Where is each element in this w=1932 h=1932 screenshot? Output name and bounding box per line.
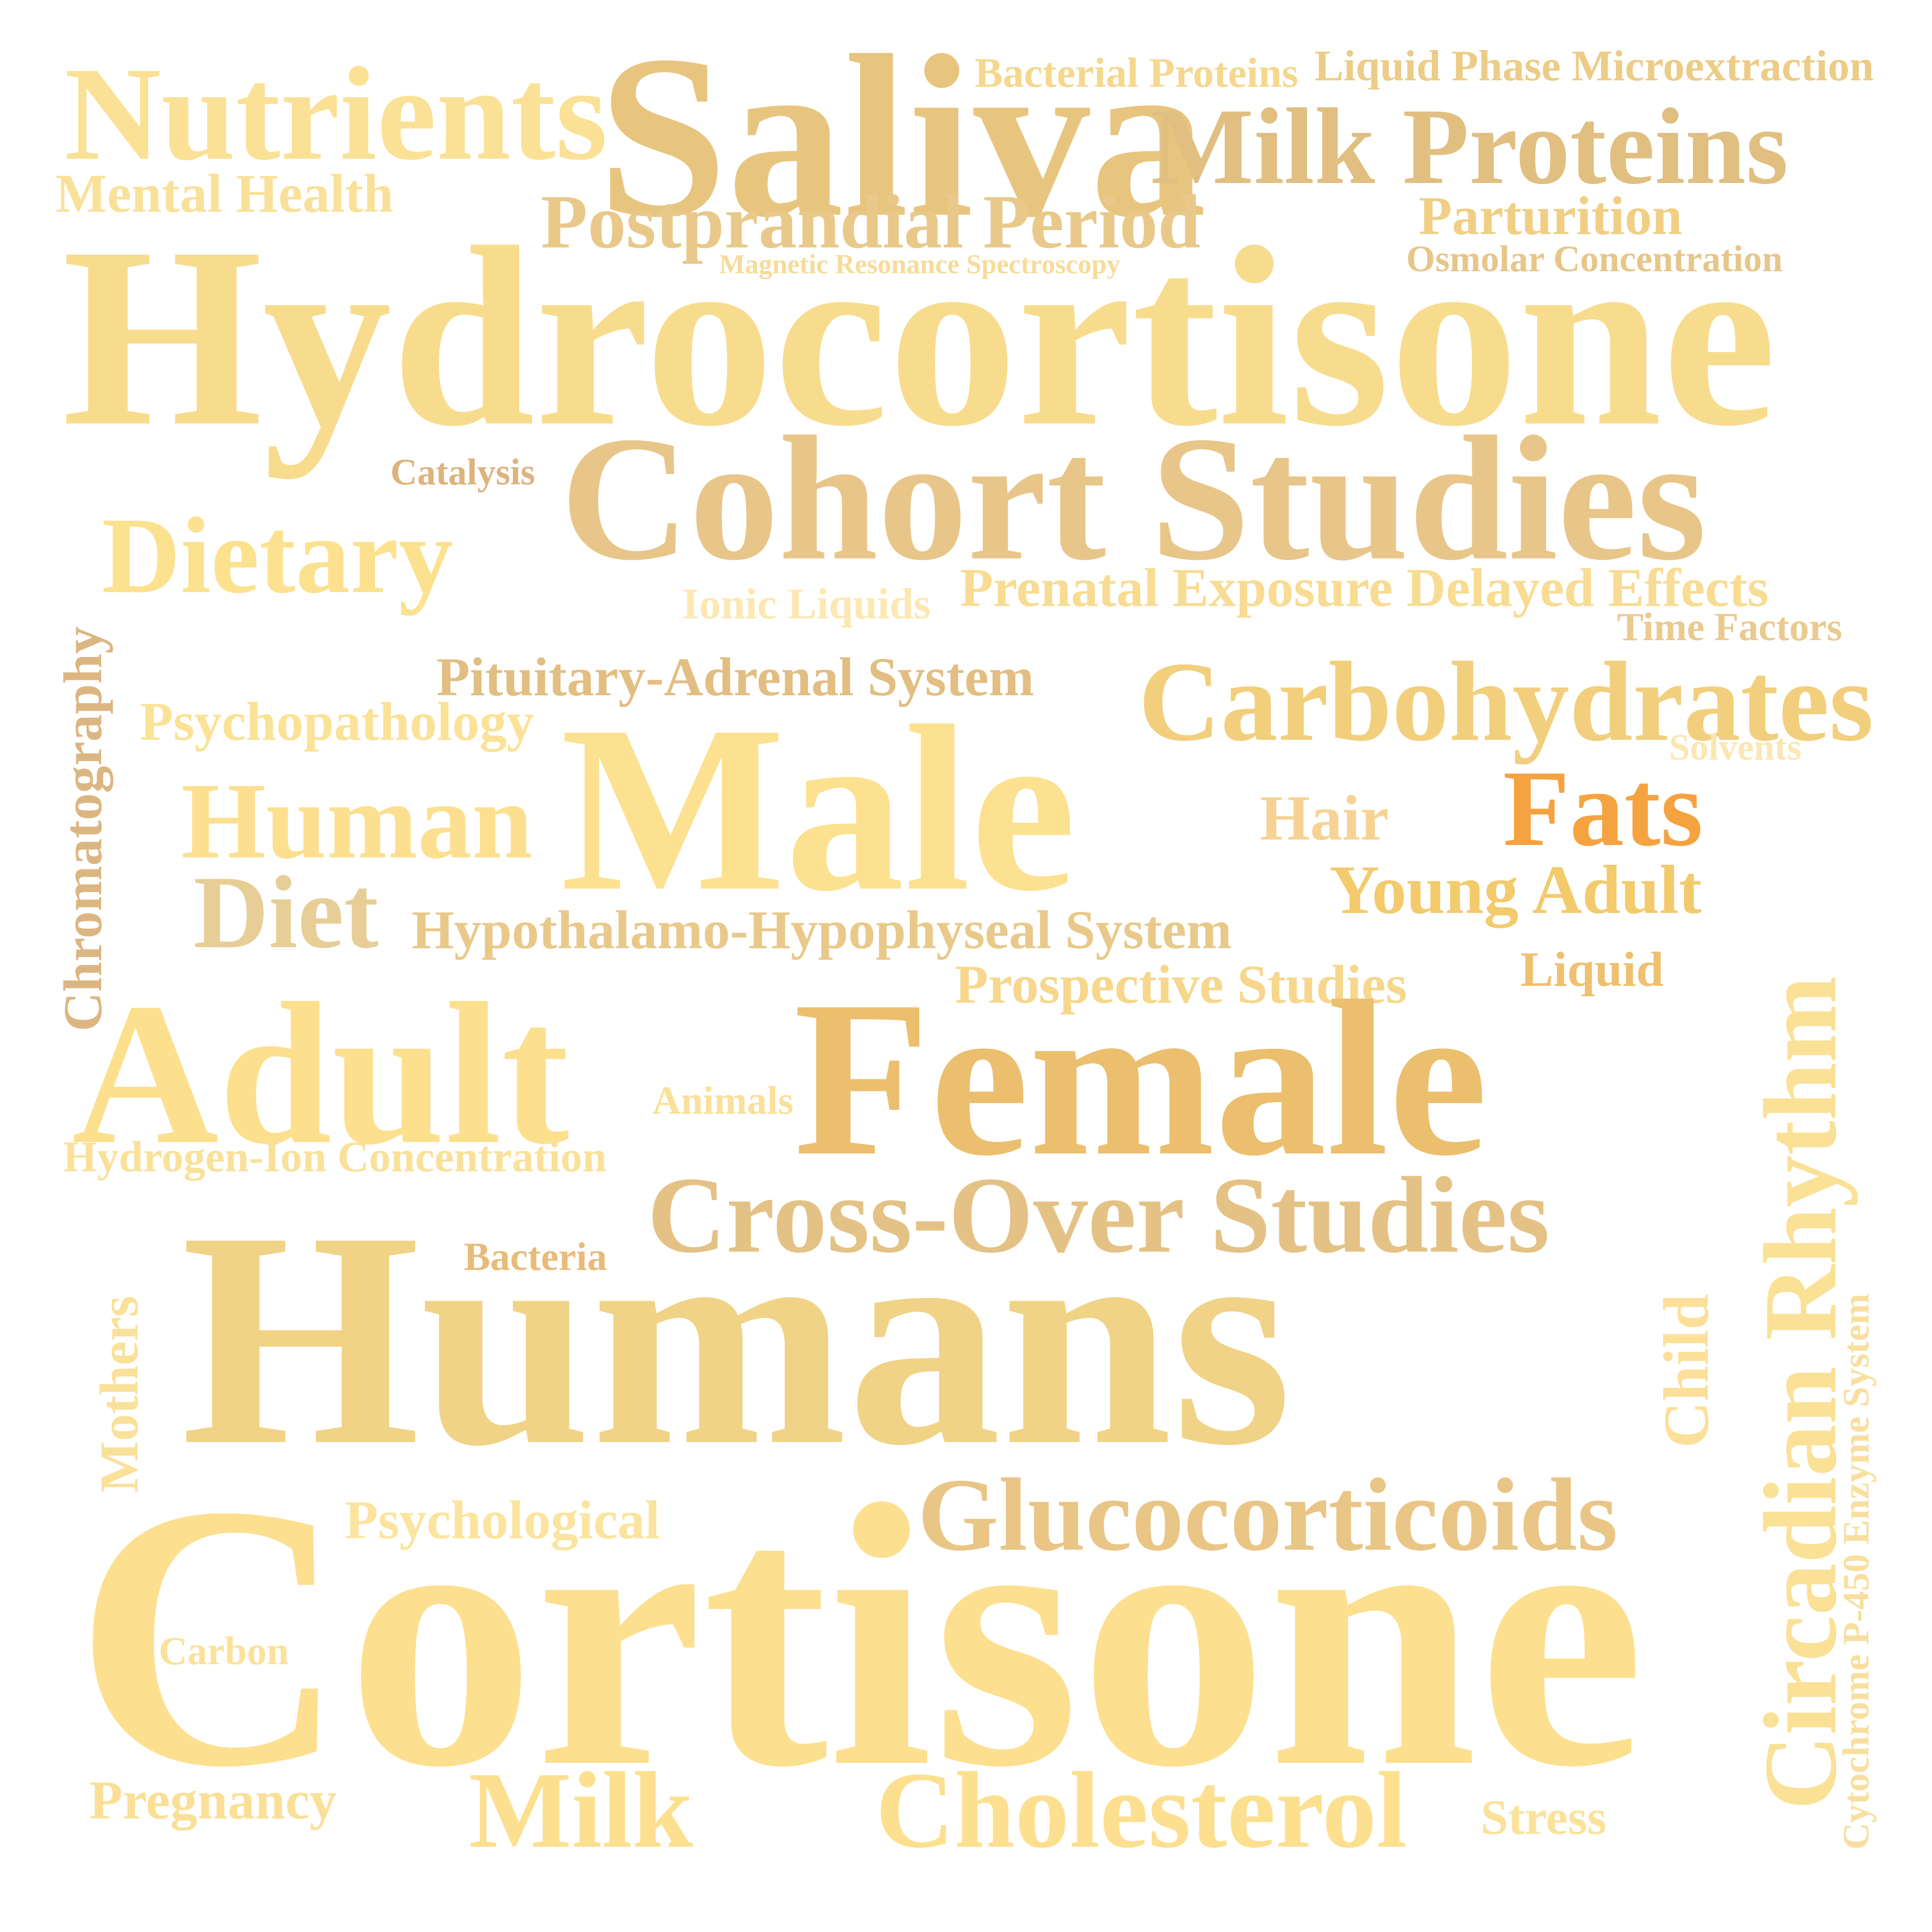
- word-pregnancy: Pregnancy: [89, 1770, 337, 1830]
- word-solvents: Solvents: [1669, 727, 1802, 768]
- word-adult: Adult: [72, 961, 569, 1186]
- word-cytochrome: Cytochrome P-450 Enzyme System: [1836, 1293, 1877, 1850]
- word-prospective-studies: Prospective Studies: [955, 954, 1407, 1015]
- word-psychopathology: Psychopathology: [140, 691, 534, 752]
- word-cohort-studies: Cohort Studies: [561, 399, 1707, 597]
- word-stress: Stress: [1481, 1790, 1607, 1845]
- word-hair: Hair: [1260, 783, 1389, 854]
- word-parturition: Parturition: [1419, 185, 1683, 246]
- word-diet: Diet: [193, 855, 379, 970]
- word-hydrogen-ion: Hydrogen-Ion Concentration: [63, 1133, 607, 1181]
- word-magnetic-resonance-spectroscopy: Magnetic Resonance Spectroscopy: [719, 249, 1121, 279]
- word-carbohydrates: Carbohydrates: [1138, 638, 1874, 765]
- word-cholesterol: Cholesterol: [875, 1750, 1407, 1871]
- word-human: Human: [181, 760, 533, 881]
- word-mental-health: Mental Health: [56, 163, 394, 224]
- word-child: Child: [1651, 1294, 1722, 1448]
- word-milk: Milk: [469, 1750, 693, 1871]
- word-glucocorticoids: Glucocorticoids: [918, 1457, 1618, 1572]
- word-bacterial-proteins: Bacterial Proteins: [975, 50, 1299, 96]
- word-humans: Humans: [181, 1169, 1292, 1509]
- word-liquid-phase-microextraction: Liquid Phase Microextraction: [1314, 42, 1874, 90]
- word-osmolar-concentration: Osmolar Concentration: [1406, 239, 1783, 280]
- word-dietary: Dietary: [102, 495, 453, 616]
- word-cross-over-studies: Cross-Over Studies: [647, 1154, 1550, 1275]
- word-psychological: Psychological: [345, 1490, 660, 1550]
- word-ionic-liquids: Ionic Liquids: [682, 580, 931, 628]
- word-carbon: Carbon: [159, 1630, 289, 1673]
- word-catalysis: Catalysis: [390, 452, 535, 493]
- word-nutrients: Nutrients: [64, 40, 608, 188]
- word-liquid: Liquid: [1520, 942, 1664, 997]
- word-milk-proteins: Milk Proteins: [1151, 86, 1789, 207]
- word-time-factors: Time Factors: [1617, 605, 1842, 649]
- word-cortisone: Cortisone: [74, 1428, 1645, 1845]
- word-hydrocortisone: Hydrocortisone: [62, 194, 1777, 480]
- word-hypothalamo: Hypothalamo-Hypophyseal System: [412, 900, 1232, 960]
- word-female: Female: [794, 955, 1488, 1202]
- word-postprandial-period: Postprandial Period: [541, 179, 1201, 264]
- word-saliva: Saliva: [598, 7, 1207, 265]
- word-pituitary-adrenal: Pituitary-Adrenal System: [436, 647, 1034, 707]
- word-prenatal-exposure: Prenatal Exposure Delayed Effects: [960, 557, 1769, 618]
- word-young-adult: Young Adult: [1329, 851, 1702, 928]
- word-bacteria: Bacteria: [464, 1235, 607, 1279]
- word-fats: Fats: [1503, 748, 1703, 869]
- word-animals: Animals: [652, 1079, 794, 1123]
- word-male: Male: [561, 676, 1076, 940]
